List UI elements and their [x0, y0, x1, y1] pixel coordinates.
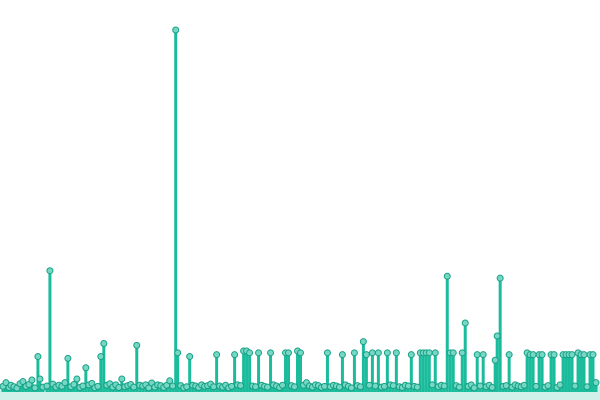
lollipop-marker [115, 384, 123, 392]
lollipop-marker [279, 381, 287, 389]
lollipop-marker [520, 381, 528, 389]
lollipop-marker [118, 375, 126, 383]
lollipop-marker [458, 349, 466, 357]
lollipop-marker [383, 349, 391, 357]
lollipop-marker [246, 349, 254, 357]
lollipop-marker [449, 349, 457, 357]
lollipop-marker [371, 382, 379, 390]
lollipop-marker [431, 349, 439, 357]
lollipop-marker [580, 351, 588, 359]
lollipop-marker [61, 379, 69, 387]
lollipop-marker [488, 384, 496, 392]
lollipop-marker [291, 383, 299, 391]
lollipop-marker [34, 353, 42, 361]
lollipop-marker [428, 381, 436, 389]
lollipop-marker [323, 349, 331, 357]
lollipop-marker [568, 351, 576, 359]
lollipop-marker [183, 383, 191, 391]
lollipop-marker [365, 381, 373, 389]
lollipop-marker [255, 349, 263, 357]
lollipop-marker [461, 319, 469, 327]
lollipop-marker [529, 351, 537, 359]
lollipop-marker [592, 379, 600, 387]
lollipop-marker [392, 349, 400, 357]
lollipop-marker [550, 351, 558, 359]
lollipop-marker [237, 382, 245, 390]
lollipop-marker [36, 375, 44, 383]
lollipop-marker [252, 383, 260, 391]
lollipop-marker [285, 349, 293, 357]
lollipop-marker [210, 383, 218, 391]
lollipop-marker [440, 382, 448, 390]
lollipop-marker [470, 384, 478, 392]
stem-layer [0, 30, 600, 400]
lollipop-marker [368, 349, 376, 357]
lollipop-marker [356, 383, 364, 391]
lollipop-marker [130, 383, 138, 391]
lollipop-marker [97, 353, 105, 361]
lollipop-marker [502, 382, 510, 390]
lollipop-marker [82, 364, 90, 372]
lollipop-marker [79, 382, 87, 390]
lollipop-marker [19, 378, 27, 386]
lollipop-marker [532, 382, 540, 390]
lollipop-marker [407, 351, 415, 359]
lollipop-marker [335, 383, 343, 391]
lollipop-marker [267, 349, 275, 357]
lollipop-marker [338, 351, 346, 359]
lollipop-marker [231, 351, 239, 359]
lollipop-marker [174, 349, 182, 357]
lollipop-marker [455, 383, 463, 391]
lollipop-marker [538, 351, 546, 359]
lollipop-marker [544, 382, 552, 390]
lollipop-marker [166, 377, 174, 385]
lollipop-marker [362, 351, 370, 359]
lollipop-marker [133, 341, 141, 349]
lollipop-marker [264, 383, 272, 391]
lollipop-marker [493, 332, 501, 340]
lollipop-marker [476, 382, 484, 390]
lollipop-marker [571, 382, 579, 390]
lollipop-marker [556, 381, 564, 389]
lollipop-marker [213, 351, 221, 359]
lollipop-marker [359, 338, 367, 346]
lollipop-marker [505, 351, 513, 359]
marker-layer [0, 26, 600, 392]
lollipop-marker [380, 382, 388, 390]
lollipop-marker [374, 349, 382, 357]
lollipop-marker [46, 267, 54, 275]
lollipop-marker [589, 351, 597, 359]
lollipop-marker [169, 382, 177, 390]
lollipop-marker [479, 351, 487, 359]
lollipop-marker [28, 376, 36, 384]
lollipop-marker [31, 384, 39, 392]
lollipop-marker [443, 272, 451, 280]
lollipop-marker [473, 351, 481, 359]
lollipop-marker [172, 26, 180, 34]
lollipop-marker [491, 356, 499, 364]
lollipop-marker [186, 353, 194, 361]
lollipop-marker [228, 382, 236, 390]
lollipop-marker [296, 349, 304, 357]
lollipop-marker [413, 383, 421, 391]
lollipop-marker [320, 382, 328, 390]
lollipop-marker [389, 382, 397, 390]
lollipop-marker [70, 381, 78, 389]
lollipop-marker [100, 339, 108, 347]
lollipop-marker [43, 382, 51, 390]
lollipop-marker [94, 382, 102, 390]
lollipop-marker [404, 382, 412, 390]
lollipop-marker [73, 375, 81, 383]
lollipop-marker [583, 383, 591, 391]
lollipop-marker [425, 349, 433, 357]
lollipop-marker [350, 349, 358, 357]
lollipop-marker [347, 384, 355, 392]
lollipop-marker [64, 354, 72, 362]
lollipop-marker [496, 274, 504, 282]
